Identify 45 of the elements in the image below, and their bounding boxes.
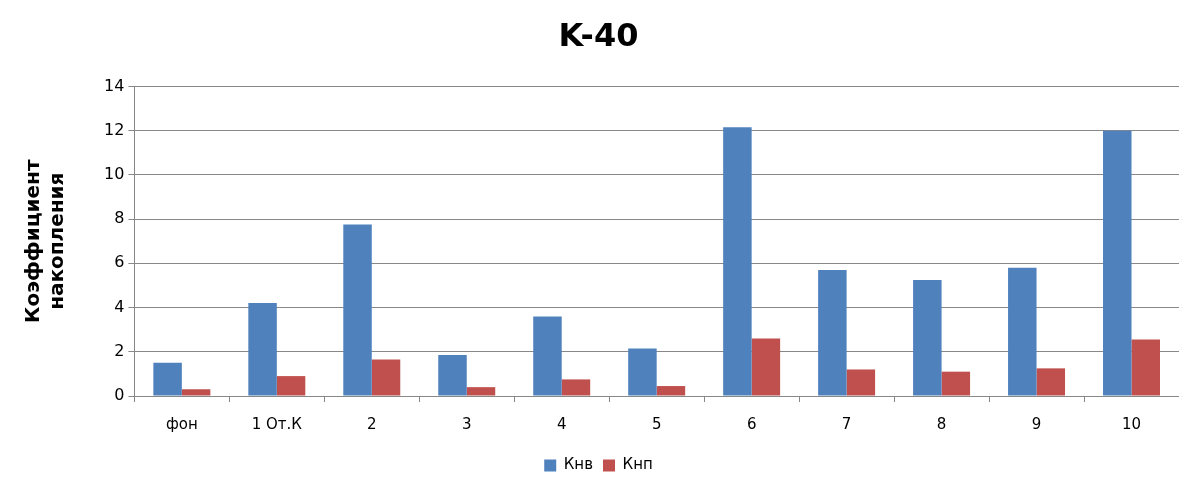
y-tick-label: 6 — [114, 252, 125, 272]
x-tick-label: 7 — [841, 414, 852, 433]
y-tick-label: 10 — [104, 164, 125, 184]
x-tick-label: 8 — [936, 414, 947, 433]
bar — [913, 279, 942, 396]
bar — [1036, 368, 1066, 396]
x-tick-label: 5 — [651, 414, 662, 433]
bar — [343, 224, 372, 396]
x-tick-label: 4 — [556, 414, 567, 433]
legend-label: Кнв — [563, 455, 594, 474]
y-tick-label: 12 — [104, 119, 125, 139]
bar — [181, 389, 211, 396]
x-tick-label: 9 — [1031, 414, 1042, 433]
bar — [533, 316, 562, 396]
bar — [941, 371, 971, 396]
legend-label: Кнп — [622, 455, 653, 474]
y-tick-label: 4 — [114, 296, 125, 316]
bar — [153, 362, 182, 396]
bar — [656, 386, 686, 396]
bar — [1103, 130, 1132, 396]
x-tick-label: 2 — [367, 414, 377, 433]
y-tick-label: 0 — [114, 385, 125, 405]
bar — [751, 338, 781, 396]
chart-title: K-40 — [558, 15, 639, 54]
bar — [248, 303, 277, 396]
x-tick-label: 3 — [461, 414, 472, 433]
bar — [1131, 339, 1161, 396]
bar — [628, 348, 657, 396]
y-tick-label: 8 — [114, 208, 125, 228]
bar — [846, 369, 876, 396]
x-tick-label: 10 — [1121, 414, 1142, 433]
bar — [818, 269, 847, 396]
y-axis-title: Коэффициент накопления — [20, 159, 69, 323]
bar — [371, 359, 401, 396]
x-tick-label: фон — [165, 414, 198, 433]
bar — [438, 355, 467, 396]
x-tick-label: 6 — [746, 414, 757, 433]
bar — [466, 387, 496, 396]
y-tick-label: 2 — [114, 340, 125, 360]
bar — [723, 127, 752, 396]
x-tick-label: 1 От.К — [251, 414, 303, 433]
bar — [276, 376, 306, 396]
y-tick-label: 14 — [104, 75, 125, 95]
bar — [1008, 267, 1037, 396]
bar — [561, 379, 591, 396]
